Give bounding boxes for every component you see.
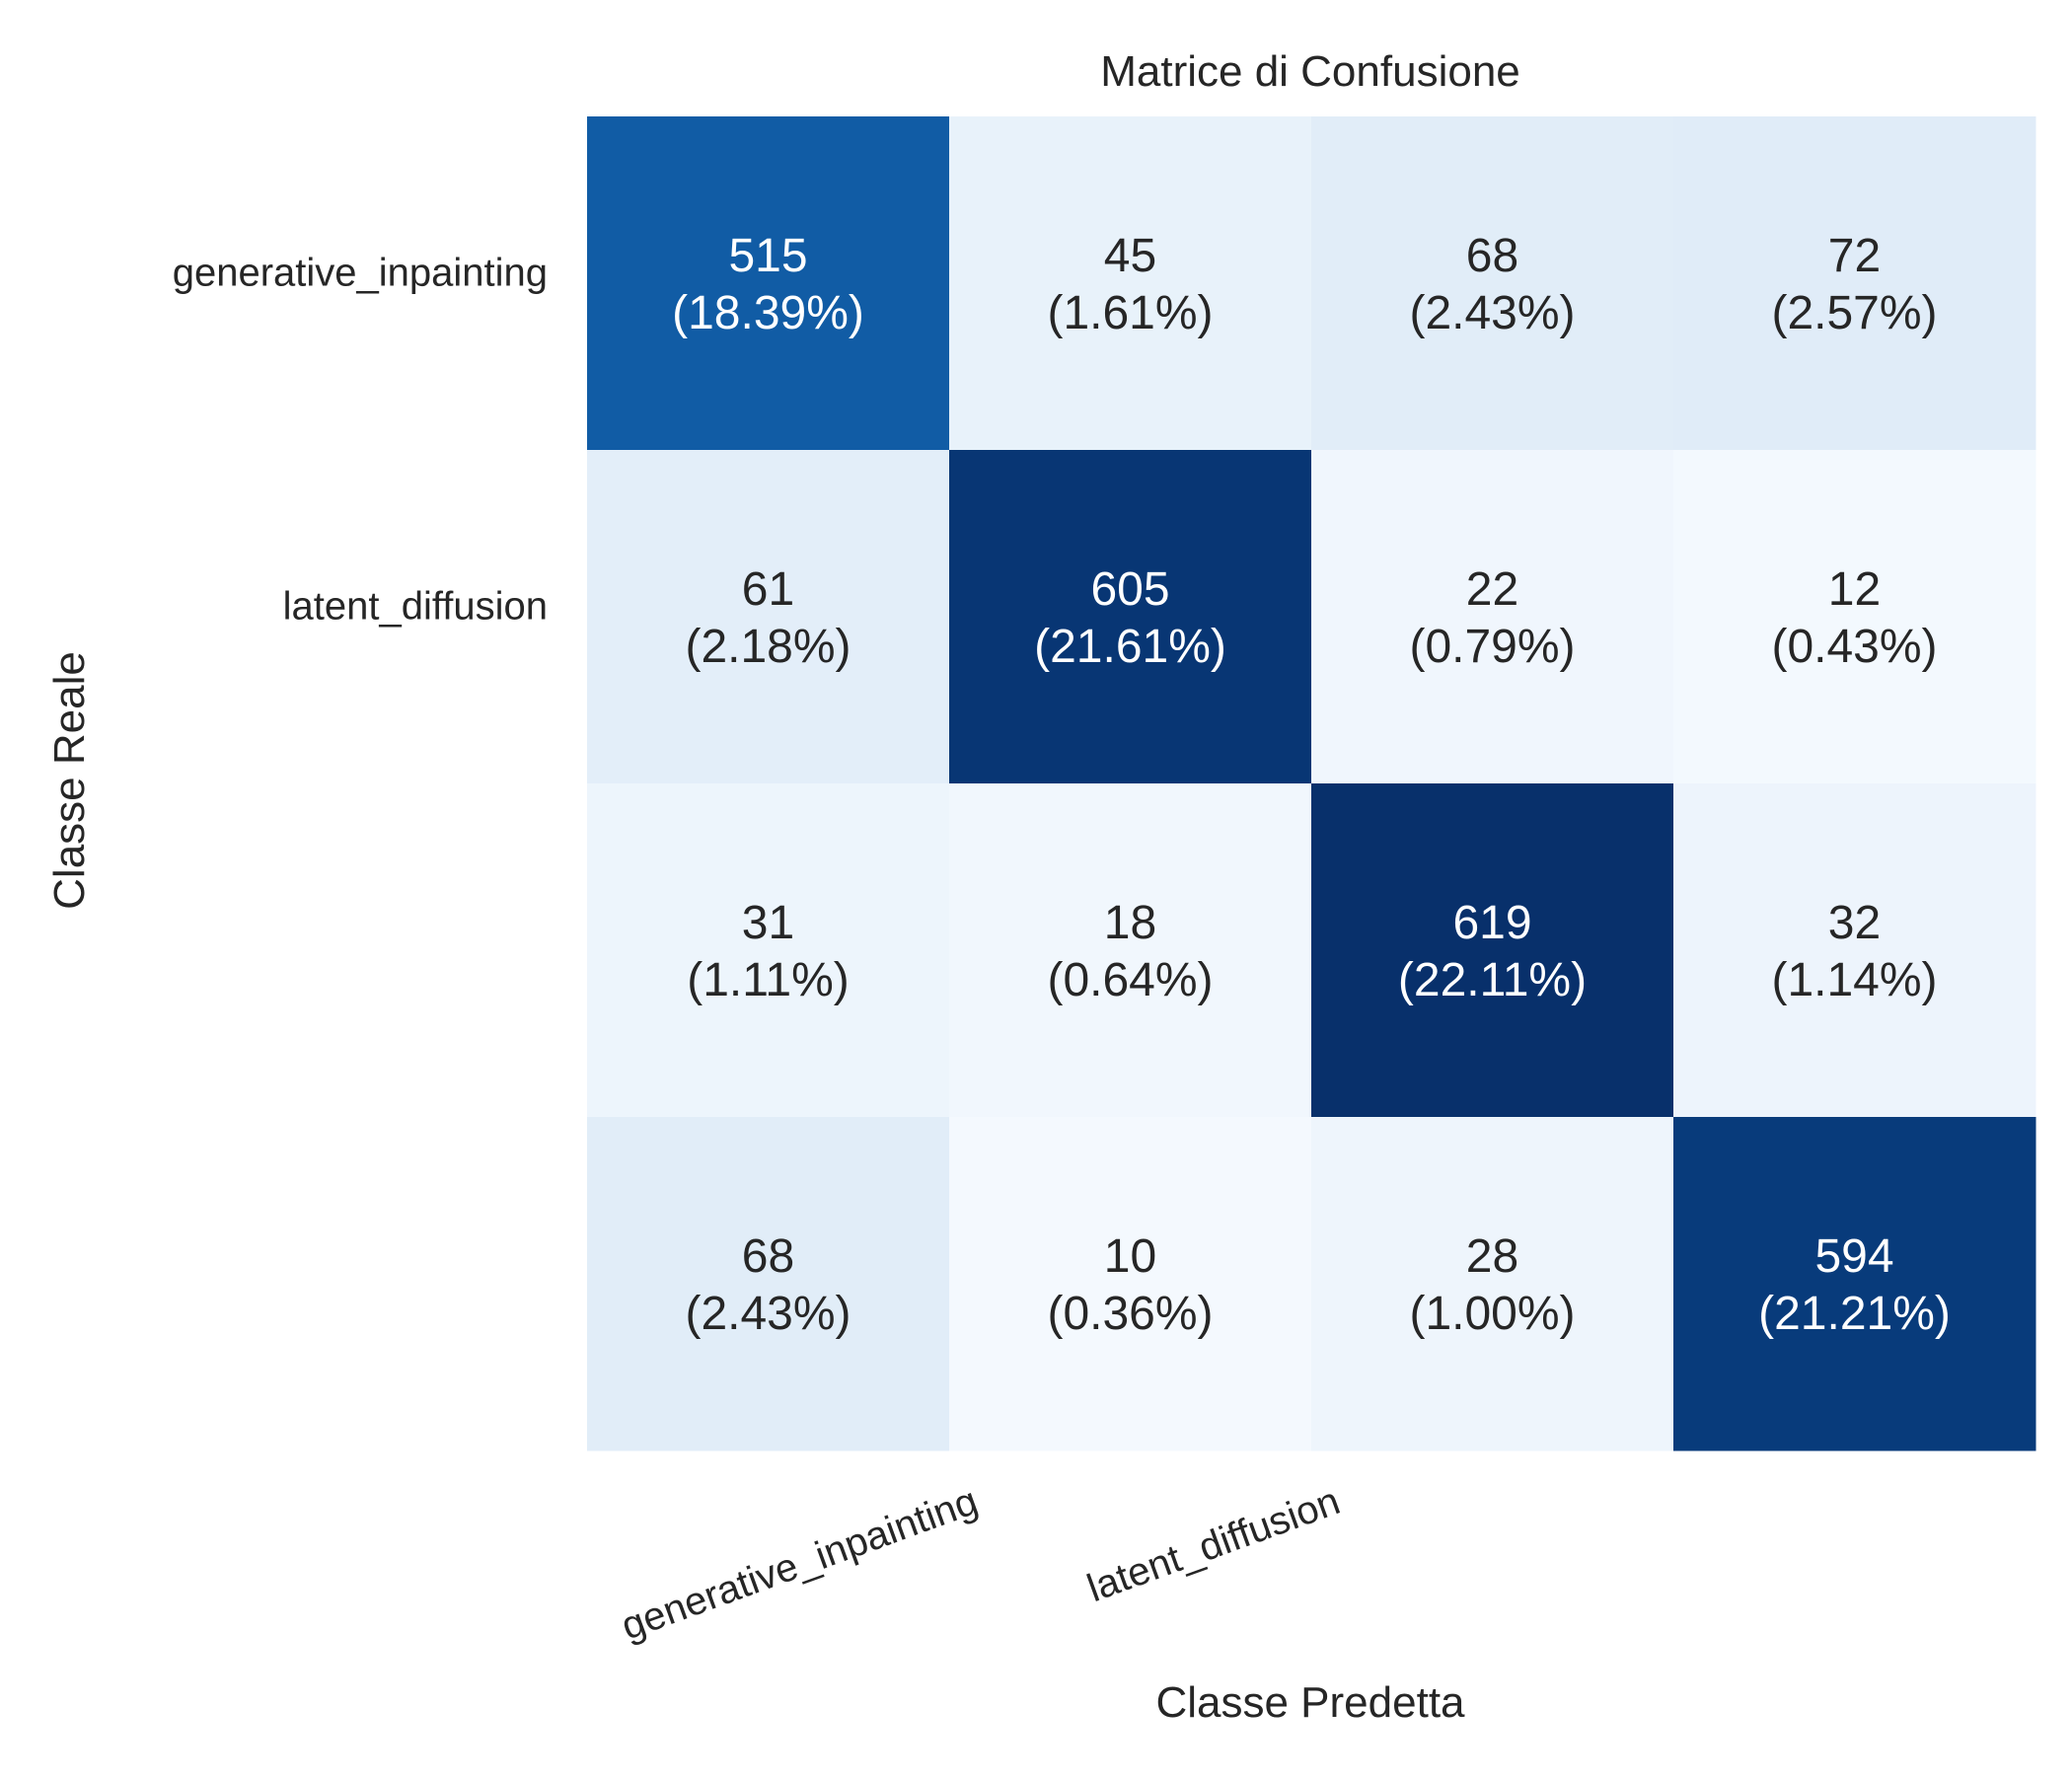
y-tick-label-1: latent_diffusion [283,585,548,629]
cell-percentage: (1.00%) [1409,1288,1575,1340]
x-tick-label-1: latent_diffusion [1081,1479,1345,1610]
cell-percentage: (21.61%) [1034,621,1226,673]
cell-label-r0-c3: 72 (2.57%) [1771,230,1937,339]
cell-count: 605 [1090,563,1169,616]
cell-percentage: (2.43%) [1409,287,1575,339]
cell-percentage: (22.11%) [1398,954,1587,1006]
cell-percentage: (0.43%) [1771,621,1937,673]
cell-label-r1-c0: 61 (2.18%) [685,563,851,673]
cell-count: 22 [1466,563,1518,616]
cell-percentage: (2.43%) [685,1288,851,1340]
heatmap-cell-r0-c0 [587,116,950,451]
cell-count: 68 [742,1230,794,1283]
cell-count: 32 [1828,897,1881,949]
cell-percentage: (0.36%) [1047,1288,1213,1340]
heatmap-cell-r1-c0 [587,450,950,784]
cell-label-r2-c3: 32 (1.14%) [1771,897,1937,1006]
heatmap-cell-r2-c1 [949,783,1312,1118]
y-tick-labels: generative_inpainting latent_diffusion [173,252,548,629]
heatmap-cell-r3-c0 [587,1117,950,1451]
heatmap-cell-r0-c1 [949,116,1312,451]
heatmap-cell-labels: 515 (18.39%)45 (1.61%)68 (2.43%)72 (2.57%)61… [672,230,1951,1340]
cell-count: 61 [742,563,794,616]
x-tick-labels: generative_inpainting latent_diffusion [616,1479,1345,1648]
cell-percentage: (18.39%) [672,287,864,339]
y-axis-title: Classe Reale [45,651,94,910]
cell-label-r3-c1: 10 (0.36%) [1047,1230,1213,1340]
cell-percentage: (0.79%) [1409,621,1575,673]
cell-label-r2-c0: 31 (1.11%) [687,897,850,1006]
x-tick-label-0: generative_inpainting [616,1479,983,1648]
cell-percentage: (1.11%) [687,954,850,1006]
cell-label-r3-c0: 68 (2.43%) [685,1230,851,1340]
heatmap-cell-r1-c3 [1673,450,2036,784]
cell-label-r1-c2: 22 (0.79%) [1409,563,1575,673]
cell-percentage: (2.57%) [1771,287,1937,339]
cell-count: 515 [728,230,807,282]
cell-count: 68 [1466,230,1518,282]
cell-percentage: (1.14%) [1771,954,1937,1006]
heatmap-cell-r3-c3 [1673,1117,2036,1451]
y-tick-label-0: generative_inpainting [173,252,548,295]
cell-count: 31 [742,897,794,949]
cell-label-r3-c2: 28 (1.00%) [1409,1230,1575,1340]
cell-percentage: (1.61%) [1047,287,1213,339]
chart-title: Matrice di Confusione [1100,47,1520,96]
cell-label-r1-c3: 12 (0.43%) [1771,563,1937,673]
heatmap-cell-r1-c2 [1311,450,1674,784]
x-axis-title: Classe Predetta [1155,1678,1465,1727]
heatmap-cell-r2-c0 [587,783,950,1118]
cell-count: 12 [1828,563,1881,616]
cell-percentage: (2.18%) [685,621,851,673]
heatmap-cell-r3-c1 [949,1117,1312,1451]
heatmap-cell-r0-c3 [1673,116,2036,451]
cell-count: 10 [1104,1230,1156,1283]
heatmap-cells [587,116,2036,1451]
cell-count: 18 [1104,897,1156,949]
cell-count: 619 [1452,897,1531,949]
heatmap-cell-r2-c3 [1673,783,2036,1118]
cell-count: 72 [1828,230,1881,282]
cell-percentage: (0.64%) [1047,954,1213,1006]
cell-label-r1-c1: 605 (21.61%) [1034,563,1226,673]
heatmap-cell-r3-c2 [1311,1117,1674,1451]
cell-count: 28 [1466,1230,1518,1283]
cell-label-r3-c3: 594 (21.21%) [1758,1230,1951,1340]
cell-label-r2-c2: 619 (22.11%) [1398,897,1587,1006]
cell-count: 45 [1104,230,1156,282]
cell-label-r0-c1: 45 (1.61%) [1047,230,1213,339]
cell-label-r2-c1: 18 (0.64%) [1047,897,1213,1006]
cell-label-r0-c2: 68 (2.43%) [1409,230,1575,339]
cell-count: 594 [1814,1230,1893,1283]
cell-percentage: (21.21%) [1758,1288,1951,1340]
cell-label-r0-c0: 515 (18.39%) [672,230,864,339]
heatmap-cell-r0-c2 [1311,116,1674,451]
heatmap-cell-r2-c2 [1311,783,1674,1118]
heatmap-cell-r1-c1 [949,450,1312,784]
